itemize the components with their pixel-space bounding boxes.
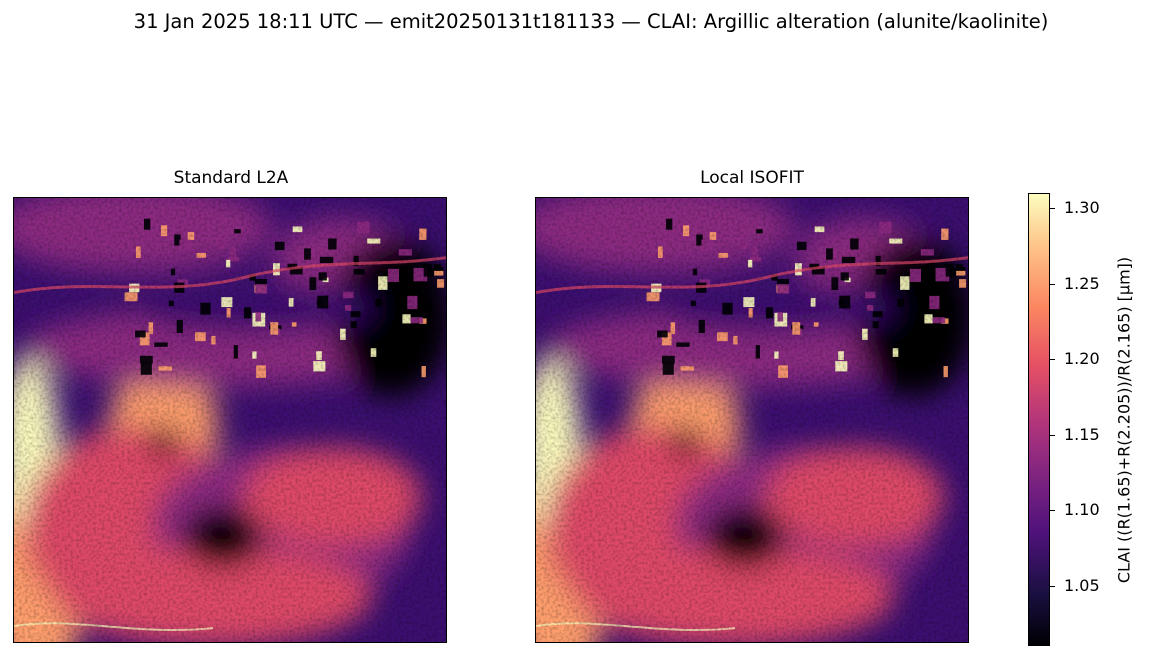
colorbar-tick-mark <box>1050 208 1055 209</box>
colorbar-tick-mark <box>1050 510 1055 511</box>
colorbar-tick-mark <box>1050 586 1055 587</box>
colorbar-tick-label: 1.20 <box>1064 349 1100 368</box>
scene-image <box>536 198 968 642</box>
scene-image <box>14 198 446 642</box>
colorbar-tick-label: 1.10 <box>1064 500 1100 519</box>
colorbar-tick-mark <box>1050 359 1055 360</box>
figure-suptitle: 31 Jan 2025 18:11 UTC — emit20250131t181… <box>133 10 1049 33</box>
clai-map-local-isofit <box>535 197 969 643</box>
colorbar-tick-mark <box>1050 435 1055 436</box>
colorbar-tick-mark <box>1050 284 1055 285</box>
colorbar-tick-label: 1.15 <box>1064 425 1100 444</box>
panel-title-left: Standard L2A <box>173 168 289 188</box>
panel-title-right: Local ISOFIT <box>700 168 804 188</box>
colorbar-tick-label: 1.05 <box>1064 576 1100 595</box>
colorbar-tick-label: 1.25 <box>1064 274 1100 293</box>
colorbar-label: CLAI ((R(1.65)+R(2.205))/R(2.165) [µm]) <box>1114 256 1134 584</box>
colorbar <box>1028 193 1050 646</box>
colorbar-tick-label: 1.30 <box>1064 198 1100 217</box>
clai-map-standard-l2a <box>13 197 447 643</box>
